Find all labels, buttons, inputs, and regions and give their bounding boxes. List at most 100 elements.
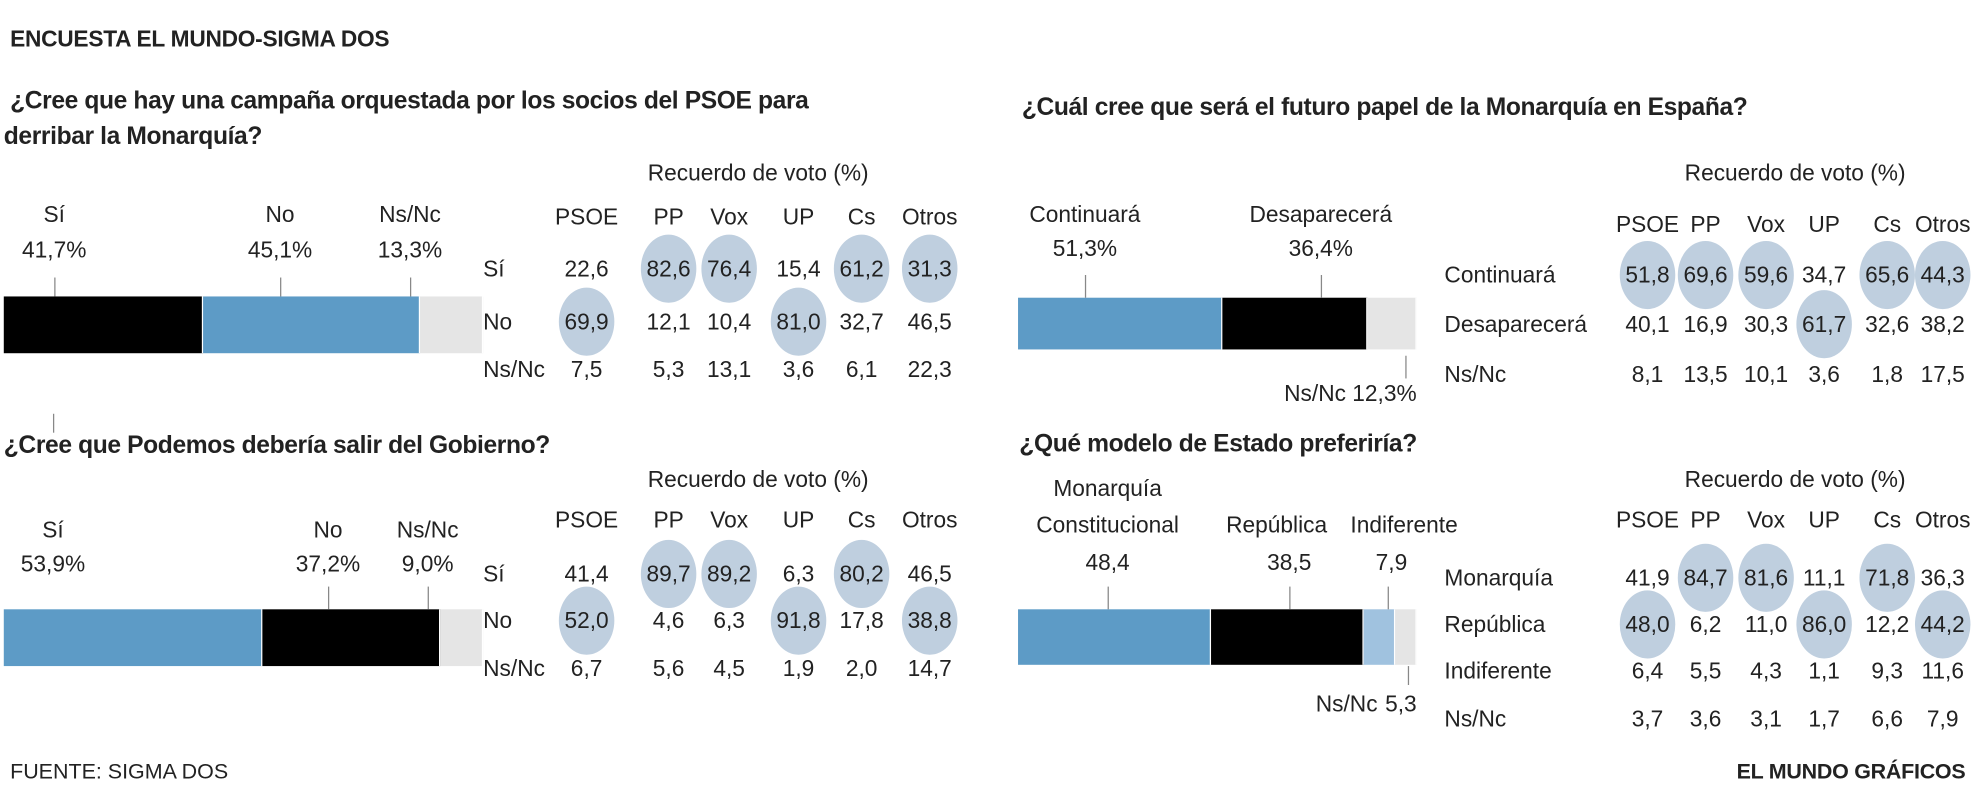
bar-value: 7,9 <box>1375 550 1408 576</box>
bar-segment <box>3 296 204 354</box>
source-note: FUENTE: SIGMA DOS <box>10 759 229 784</box>
bar-segment <box>1222 297 1368 350</box>
table-cell: 69,6 <box>1683 262 1728 288</box>
row-label: No <box>483 608 513 634</box>
table-cell: 7,5 <box>570 357 603 383</box>
table-cell: 1,7 <box>1808 706 1840 732</box>
bar-value: 37,2% <box>295 551 361 577</box>
bar-value: 48,4 <box>1085 550 1130 576</box>
bar-value: 53,9% <box>20 551 86 577</box>
table-cell: 2,0 <box>845 655 878 682</box>
highlight-circle <box>1738 240 1794 310</box>
column-header: Otros <box>1914 211 1971 238</box>
column-header: Vox <box>710 507 749 533</box>
column-header: Cs <box>847 204 876 230</box>
table-cell: 10,1 <box>1743 362 1789 388</box>
bar-label: Constitucional <box>1036 512 1179 538</box>
highlight-circle <box>901 586 958 655</box>
row-label: República <box>1444 611 1546 638</box>
table-cell: 82,6 <box>646 256 691 282</box>
table-cell: 59,6 <box>1743 262 1789 288</box>
tick-mark <box>1084 275 1087 298</box>
table-cell: 5,6 <box>652 655 685 682</box>
bar-label: República <box>1226 512 1328 538</box>
row-label: Ns/Nc <box>483 357 545 383</box>
column-header: UP <box>782 507 815 533</box>
table-cell: 51,8 <box>1625 262 1670 288</box>
table-cell: 71,8 <box>1865 565 1910 591</box>
table-cell: 81,0 <box>776 309 821 335</box>
tick-mark <box>280 277 282 297</box>
table-cell: 7,9 <box>1926 706 1959 732</box>
table-cell: 32,7 <box>839 309 884 335</box>
bar-value: 13,3% <box>377 237 443 263</box>
column-header: Otros <box>1914 507 1971 533</box>
bar-segment <box>1395 609 1417 665</box>
table-cell: 3,6 <box>1689 706 1722 732</box>
bar-label: No <box>313 517 343 543</box>
highlight-circle <box>1738 543 1794 612</box>
highlight-circle <box>833 234 890 303</box>
bar-value: 45,1% <box>247 237 313 263</box>
row-label: Indiferente <box>1444 658 1552 684</box>
row-label: Monarquía <box>1444 565 1553 591</box>
tick-mark <box>1387 586 1389 610</box>
table-cell: 11,1 <box>1802 565 1846 591</box>
table-cell: 4,5 <box>713 655 745 682</box>
table-cell: 17,5 <box>1920 362 1965 388</box>
table-cell: 41,9 <box>1625 565 1670 591</box>
bar-segment <box>440 609 484 667</box>
tick-mark <box>1289 586 1291 610</box>
table-cell: 11,0 <box>1744 611 1788 638</box>
table-cell: 6,2 <box>1689 611 1722 638</box>
table-cell: 11,6 <box>1921 658 1964 684</box>
table-cell: 84,7 <box>1683 565 1728 591</box>
column-header: Cs <box>1873 211 1902 238</box>
table-cell: 10,4 <box>707 309 752 335</box>
row-label: Ns/Nc <box>1444 362 1507 388</box>
tick-mark <box>1405 355 1407 379</box>
highlight-circle <box>1677 240 1734 310</box>
highlight-circle <box>1914 590 1971 659</box>
bar-label: Ns/Nc <box>396 517 459 543</box>
table-cell: 52,0 <box>564 608 609 634</box>
column-header: Vox <box>1747 211 1786 238</box>
table-cell: 3,6 <box>782 357 815 383</box>
bar-segment <box>1367 297 1417 350</box>
table-cell: 3,7 <box>1631 706 1664 732</box>
column-header: UP <box>1808 211 1840 238</box>
tick-mark <box>409 277 412 297</box>
column-header: Cs <box>1873 507 1902 533</box>
table-title: Recuerdo de voto (%) <box>647 466 869 492</box>
highlight-circle <box>770 586 827 655</box>
highlight-circle <box>701 234 757 303</box>
bar-value: 12,3% <box>1352 380 1417 407</box>
bar-label: Continuará <box>1029 201 1141 228</box>
row-label: Desaparecerá <box>1444 311 1588 337</box>
highlight-circle <box>1859 240 1915 310</box>
table-cell: 40,1 <box>1625 311 1670 337</box>
table-cell: 44,2 <box>1920 611 1965 638</box>
bar-label: Ns/Nc <box>1315 691 1378 717</box>
table-cell: 22,3 <box>907 357 952 383</box>
table-cell: 89,7 <box>646 561 691 587</box>
bar-segment <box>1018 297 1223 350</box>
highlight-circle <box>833 539 890 609</box>
row-label: Ns/Nc <box>1444 706 1507 732</box>
table-cell: 22,6 <box>564 256 609 282</box>
table-cell: 32,6 <box>1865 311 1910 337</box>
table-cell: 86,0 <box>1802 611 1847 638</box>
table-cell: 81,6 <box>1743 565 1789 591</box>
table-cell: 46,5 <box>907 309 952 335</box>
question-title: ¿Cuál cree que será el futuro papel de l… <box>1021 93 1748 122</box>
table-cell: 6,6 <box>1871 706 1903 732</box>
table-cell: 3,1 <box>1750 706 1782 732</box>
question-title: ¿Cree que Podemos debería salir del Gobi… <box>3 431 551 460</box>
highlight-circle <box>770 287 827 356</box>
column-header: Otros <box>901 507 958 533</box>
table-cell: 16,9 <box>1683 311 1728 337</box>
table-cell: 41,4 <box>564 561 609 587</box>
bar-value: 9,0% <box>401 551 454 577</box>
column-header: PSOE <box>1615 507 1680 533</box>
column-header: PP <box>1690 507 1721 533</box>
